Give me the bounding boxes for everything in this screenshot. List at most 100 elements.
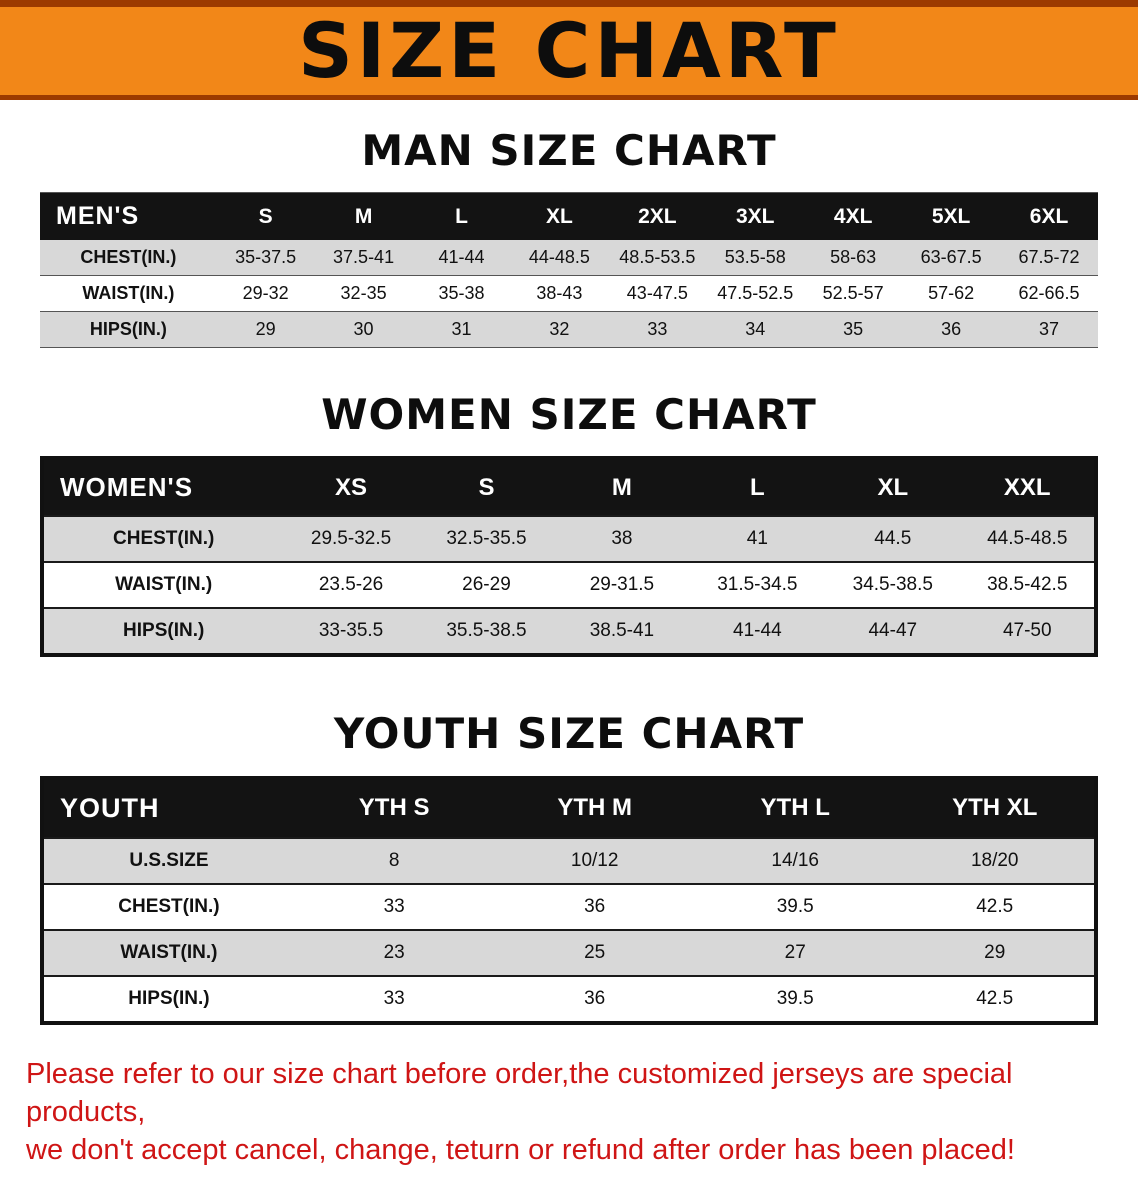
table-cell: 38.5-42.5: [987, 574, 1068, 596]
women-section-heading: WOMEN SIZE CHART: [321, 390, 817, 440]
table-cell: 35-38: [438, 283, 485, 304]
header-row: YOUTH YTH S YTH M YTH L YTH XL: [42, 777, 1096, 838]
table-cell: 32-35: [340, 283, 387, 304]
table-row: U.S.SIZE 8 10/12 14/16 18/20: [42, 837, 1096, 884]
disclaimer-line-2: we don't accept cancel, change, teturn o…: [26, 1134, 1015, 1167]
table-cell: 14/16: [771, 849, 819, 871]
row-label: WAIST(IN.): [120, 941, 218, 963]
column-header: 2XL: [608, 192, 707, 241]
table-row: HIPS(IN.) 33 36 39.5 42.5: [42, 975, 1096, 1023]
column-header: XS: [283, 458, 419, 517]
table-cell: 32.5-35.5: [446, 528, 527, 550]
row-label: CHEST(IN.): [113, 528, 215, 550]
table-cell: 67.5-72: [1018, 247, 1080, 268]
table-cell: 29.5-32.5: [310, 528, 392, 550]
table-cell: 30: [353, 319, 374, 340]
column-header: M: [314, 192, 413, 241]
table-cell: 47-50: [1002, 620, 1052, 642]
column-header: YTH L: [694, 777, 896, 838]
table-cell: 33-35.5: [318, 620, 384, 642]
row-label: CHEST(IN.): [118, 895, 220, 917]
row-label: CHEST(IN.): [80, 247, 177, 268]
column-header: S: [418, 458, 555, 517]
table-cell: 23: [383, 941, 405, 963]
row-label: HIPS(IN.): [123, 620, 205, 642]
table-row: CHEST(IN.) 33 36 39.5 42.5: [42, 883, 1096, 930]
table-cell: 35-37.5: [235, 247, 297, 268]
column-header: 6XL: [1000, 192, 1098, 241]
table-cell: 33: [647, 319, 668, 340]
table-cell: 37: [1039, 319, 1060, 340]
table-row: HIPS(IN.) 33-35.5 35.5-38.5 38.5-41 41-44 44-…: [42, 608, 1096, 656]
row-label: WAIST(IN.): [115, 574, 213, 596]
table-cell: 35.5-38.5: [446, 620, 527, 642]
disclaimer-line-1: Please refer to our size chart before or…: [26, 1057, 1013, 1128]
table-cell: 38: [611, 528, 633, 550]
row-label: HIPS(IN.): [128, 987, 210, 1009]
table-cell: 53.5-58: [724, 247, 786, 268]
table-cell: 36: [584, 987, 606, 1009]
table-cell: 25: [584, 941, 606, 963]
column-header: XL: [825, 458, 961, 517]
column-header: 4XL: [804, 192, 903, 241]
table-row: WAIST(IN.) 29-32 32-35 35-38 38-43 43-47.5 47.…: [40, 275, 1098, 312]
row-label: WAIST(IN.): [82, 283, 175, 304]
column-header: M: [554, 458, 690, 517]
table-cell: 26-29: [462, 574, 511, 596]
page-title: SIZE CHART: [298, 6, 840, 95]
table-title-cell: MEN'S: [40, 192, 217, 241]
table-cell: 38-43: [536, 283, 583, 304]
table-cell: 52.5-57: [822, 283, 884, 304]
table-cell: 42.5: [976, 895, 1014, 917]
table-cell: 29-32: [242, 283, 289, 304]
table-row: HIPS(IN.) 29 30 31 32 33 34 35 36 37: [40, 311, 1098, 348]
column-header: S: [216, 192, 315, 241]
table-cell: 29: [984, 941, 1006, 963]
table-cell: 33: [383, 895, 405, 917]
row-label: HIPS(IN.): [89, 319, 167, 340]
table-cell: 36: [584, 895, 606, 917]
column-header: YTH XL: [895, 777, 1096, 838]
youth-section-heading: YOUTH SIZE CHART: [333, 709, 805, 759]
row-label: U.S.SIZE: [129, 849, 209, 871]
table-cell: 31.5-34.5: [717, 574, 798, 596]
table-cell: 48.5-53.5: [619, 247, 696, 268]
table-cell: 43-47.5: [626, 283, 688, 304]
table-cell: 35: [843, 319, 864, 340]
column-header: XL: [510, 192, 609, 241]
men-size-table: MEN'S S M L XL 2XL 3XL 4XL 5XL 6XL CHEST(IN.) 35-37…: [40, 192, 1098, 349]
table-title-cell: YOUTH: [42, 777, 294, 838]
table-cell: 41-44: [438, 247, 485, 268]
table-row: CHEST(IN.) 35-37.5 37.5-41 41-44 44-48.5 48.5…: [40, 240, 1098, 276]
table-row: WAIST(IN.) 23 25 27 29: [42, 929, 1096, 976]
table-cell: 32: [549, 319, 570, 340]
table-cell: 34: [745, 319, 766, 340]
table-cell: 37.5-41: [333, 247, 395, 268]
table-cell: 33: [383, 987, 405, 1009]
size-chart-banner: SIZE CHART: [0, 0, 1138, 100]
table-row: WAIST(IN.) 23.5-26 26-29 29-31.5 31.5-34.5 34…: [42, 562, 1096, 609]
disclaimer: Please refer to our size chart before or…: [26, 1055, 1114, 1170]
table-cell: 41: [746, 528, 768, 550]
youth-size-table: YOUTH YTH S YTH M YTH L YTH XL U.S.SIZE 8 10/12…: [40, 775, 1098, 1025]
table-cell: 34.5-38.5: [852, 574, 933, 596]
column-header: L: [689, 458, 826, 517]
table-cell: 44.5: [874, 528, 912, 550]
table-cell: 57-62: [928, 283, 975, 304]
table-cell: 58-63: [830, 247, 877, 268]
table-title-cell: WOMEN'S: [42, 458, 284, 517]
table-row: CHEST(IN.) 29.5-32.5 32.5-35.5 38 41 44.5 44.5…: [42, 516, 1096, 563]
column-header: YTH S: [293, 777, 495, 838]
table-cell: 44.5-48.5: [987, 528, 1068, 550]
table-cell: 39.5: [776, 987, 814, 1009]
header-row: WOMEN'S XS S M L XL XXL: [42, 458, 1096, 517]
women-size-table: WOMEN'S XS S M L XL XXL CHEST(IN.) 29.5-32.5 32.5…: [40, 456, 1098, 658]
column-header: 5XL: [902, 192, 1001, 241]
table-cell: 31: [451, 319, 472, 340]
column-header: XXL: [960, 458, 1096, 517]
youth-size-chart-section: YOUTH SIZE CHART YOUTH YTH S YTH M YTH L YTH…: [0, 709, 1138, 1025]
table-cell: 29-31.5: [589, 574, 655, 596]
column-header: YTH M: [494, 777, 695, 838]
column-header: 3XL: [706, 192, 805, 241]
table-cell: 8: [388, 849, 400, 871]
